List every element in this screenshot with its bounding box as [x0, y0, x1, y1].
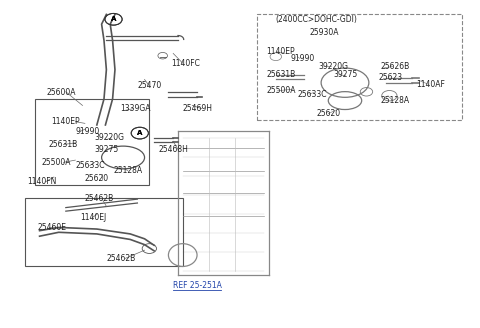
Text: 1140EP: 1140EP [266, 47, 295, 56]
Text: 1140FN: 1140FN [28, 177, 57, 186]
Text: 1140AF: 1140AF [417, 80, 445, 89]
Text: 25500A: 25500A [42, 158, 72, 167]
Text: 25500A: 25500A [266, 86, 296, 95]
Text: 1140EP: 1140EP [51, 117, 80, 126]
Text: A: A [137, 130, 143, 136]
Text: 39275: 39275 [333, 70, 357, 79]
Text: 39275: 39275 [95, 145, 119, 154]
Text: 25633C: 25633C [297, 90, 327, 99]
Text: 91990: 91990 [75, 127, 100, 136]
Text: 25469H: 25469H [183, 104, 213, 113]
Text: (2400CC>DOHC-GDI): (2400CC>DOHC-GDI) [276, 15, 358, 24]
Text: 25470: 25470 [137, 81, 162, 91]
Text: 25626B: 25626B [381, 62, 410, 71]
Bar [25, 198, 183, 266]
Text: 25128A: 25128A [114, 166, 143, 175]
Text: 1339GA: 1339GA [120, 104, 150, 113]
Text: 39220G: 39220G [319, 62, 349, 71]
Text: 25460E: 25460E [37, 223, 66, 232]
Text: 25462B: 25462B [85, 194, 114, 203]
Bar [35, 99, 149, 185]
Text: REF 25-251A: REF 25-251A [173, 281, 222, 291]
Text: 1140EJ: 1140EJ [80, 213, 107, 222]
Text: 25620: 25620 [85, 174, 109, 183]
Text: 25930A: 25930A [309, 28, 339, 37]
Text: 25633C: 25633C [75, 161, 105, 170]
Text: 25620: 25620 [316, 109, 340, 118]
Text: A: A [111, 16, 116, 22]
Text: 25600A: 25600A [47, 88, 76, 97]
Text: 25623: 25623 [378, 73, 403, 82]
Bar [257, 14, 462, 120]
Text: 1140FC: 1140FC [171, 59, 200, 68]
Text: 25462B: 25462B [107, 254, 136, 263]
Text: 25631B: 25631B [48, 140, 77, 149]
Text: A: A [111, 16, 116, 22]
Text: 25468H: 25468H [159, 145, 189, 154]
Text: 91990: 91990 [290, 54, 314, 63]
Text: 25128A: 25128A [381, 96, 410, 105]
Text: 39220G: 39220G [95, 133, 124, 142]
Text: A: A [137, 130, 143, 136]
Text: 25631B: 25631B [266, 70, 296, 79]
